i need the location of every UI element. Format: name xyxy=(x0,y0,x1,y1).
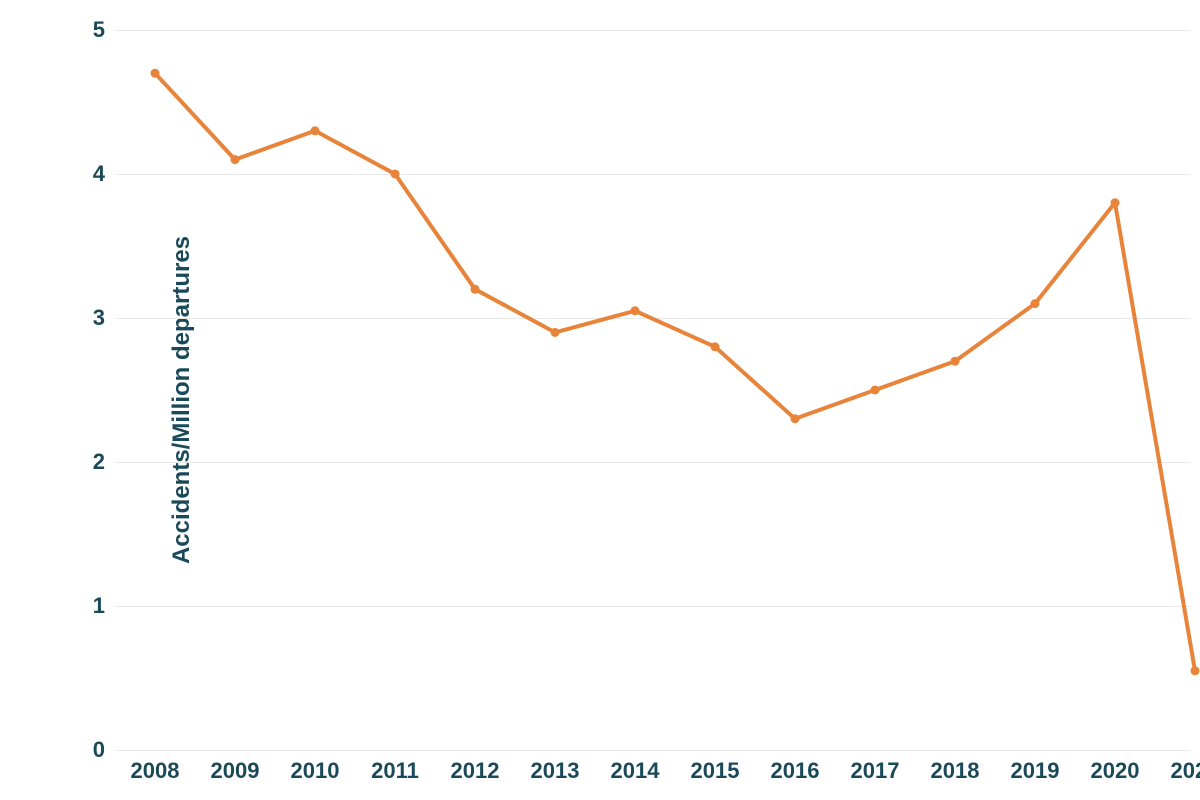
data-point xyxy=(471,285,480,294)
gridline xyxy=(115,750,1190,751)
y-tick-label: 4 xyxy=(75,161,105,187)
x-tick-label: 2013 xyxy=(531,758,580,784)
x-tick-label: 2011 xyxy=(371,758,419,784)
x-tick-label: 2015 xyxy=(691,758,740,784)
x-tick-label: 2021 xyxy=(1171,758,1200,784)
x-tick-label: 2014 xyxy=(611,758,660,784)
data-point xyxy=(871,386,880,395)
y-tick-label: 0 xyxy=(75,737,105,763)
data-point xyxy=(631,306,640,315)
x-tick-label: 2018 xyxy=(931,758,980,784)
y-tick-label: 5 xyxy=(75,17,105,43)
x-tick-label: 2017 xyxy=(851,758,900,784)
x-tick-label: 2019 xyxy=(1011,758,1060,784)
line-series xyxy=(115,30,1190,750)
data-point xyxy=(391,170,400,179)
data-point xyxy=(1031,299,1040,308)
y-tick-label: 3 xyxy=(75,305,105,331)
x-tick-label: 2016 xyxy=(771,758,820,784)
x-tick-label: 2008 xyxy=(131,758,180,784)
y-tick-label: 1 xyxy=(75,593,105,619)
plot-area xyxy=(115,30,1190,750)
data-point xyxy=(1111,198,1120,207)
data-point xyxy=(231,155,240,164)
line-chart: Accidents/Million departures 012345 2008… xyxy=(0,0,1200,800)
data-point xyxy=(791,414,800,423)
data-point xyxy=(151,69,160,78)
x-tick-label: 2010 xyxy=(291,758,340,784)
x-tick-label: 2012 xyxy=(451,758,500,784)
x-tick-label: 2009 xyxy=(211,758,260,784)
x-tick-label: 2020 xyxy=(1091,758,1140,784)
data-point xyxy=(1191,666,1200,675)
series-line xyxy=(155,73,1195,671)
data-point xyxy=(551,328,560,337)
data-point xyxy=(951,357,960,366)
data-point xyxy=(311,126,320,135)
y-tick-label: 2 xyxy=(75,449,105,475)
data-point xyxy=(711,342,720,351)
